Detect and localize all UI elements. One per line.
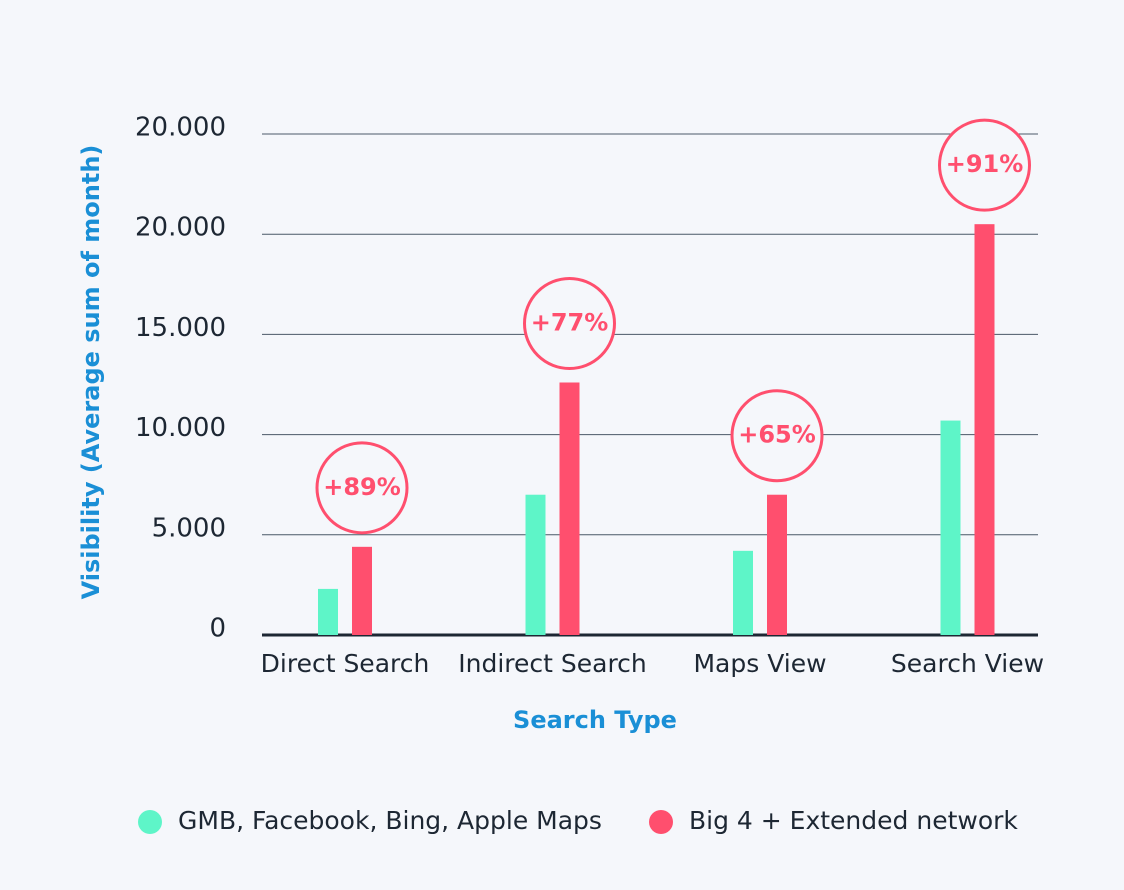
y-tick-label: 5.000: [152, 513, 226, 543]
annotation: +91%: [946, 150, 1024, 178]
legend-label: GMB, Facebook, Bing, Apple Maps: [178, 806, 602, 835]
bar: [559, 382, 580, 635]
y-tick-label: 0: [209, 614, 226, 644]
annotation-circle: [315, 441, 409, 535]
annotation-circle: [523, 276, 616, 370]
x-axis-label: Search Type: [513, 706, 677, 734]
annotation: +77%: [531, 308, 609, 336]
bar: [940, 420, 961, 635]
annotation-circle: [730, 389, 824, 483]
y-tick-label: 20.000: [135, 213, 226, 243]
legend-marker: [649, 810, 673, 834]
y-tick-label: 15.000: [135, 313, 226, 343]
legend-marker: [138, 810, 162, 834]
bar: [352, 546, 372, 635]
y-tick-label: 10.000: [135, 413, 226, 443]
bar: [733, 550, 753, 635]
x-tick-label: Search View: [891, 649, 1044, 678]
legend-label: Big 4 + Extended network: [689, 806, 1018, 835]
bar: [318, 588, 338, 635]
x-tick-label: Maps View: [693, 649, 826, 678]
bar: [974, 224, 995, 635]
bar: [767, 494, 787, 635]
bar: [525, 494, 546, 635]
annotation-circle: [938, 118, 1031, 212]
y-tick-label: 20.000: [135, 113, 226, 143]
annotation: +65%: [738, 421, 816, 449]
x-tick-label: Indirect Search: [458, 649, 647, 678]
x-tick-label: Direct Search: [261, 649, 430, 678]
annotation: +89%: [323, 473, 401, 501]
y-axis-label: Visibility (Average sum of month): [77, 145, 105, 600]
